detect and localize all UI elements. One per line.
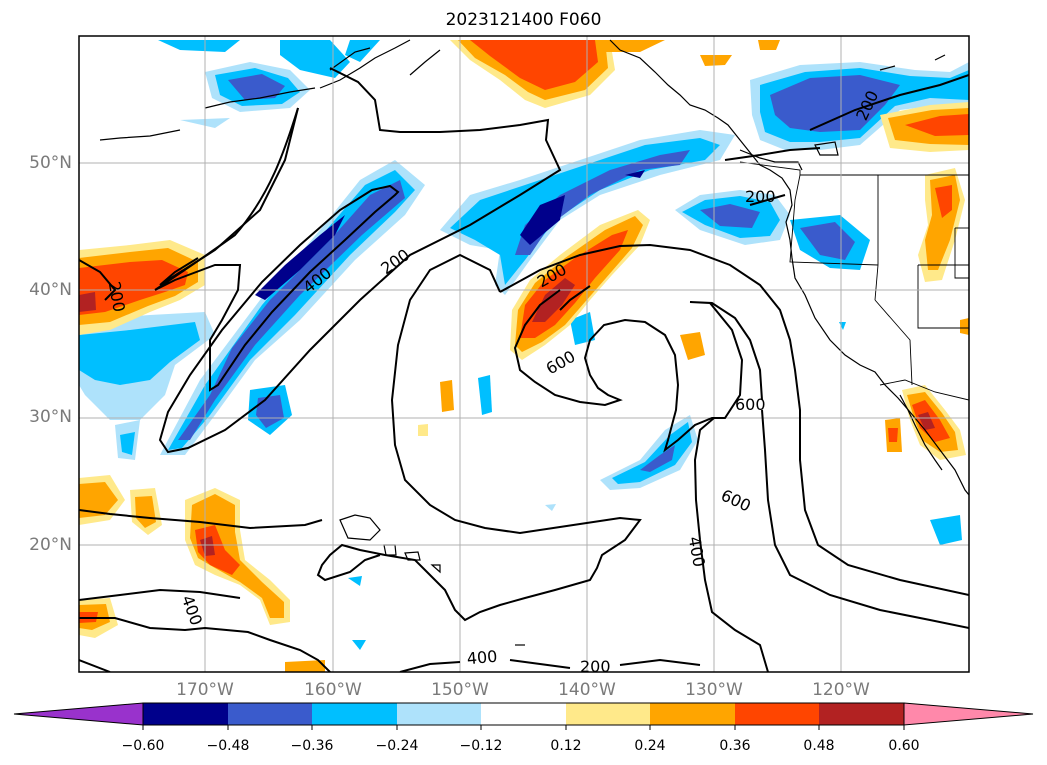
contour-label: 600: [735, 395, 766, 414]
colorbar-tick-label: −0.12: [459, 738, 503, 754]
colorbar-tick-label: 0.60: [888, 738, 920, 754]
contour-label: 400: [466, 647, 498, 669]
lon-label: 120°W: [812, 680, 870, 700]
lon-label: 170°W: [176, 680, 234, 700]
lon-label: 140°W: [558, 680, 616, 700]
colorbar-bin: [735, 703, 819, 725]
colorbar-tick-label: −0.60: [121, 738, 165, 754]
colorbar: [13, 702, 1034, 730]
colorbar-bin: [143, 703, 228, 725]
borders: [739, 161, 969, 401]
colorbar-tick-label: −0.48: [206, 738, 250, 754]
colorbar-max-extend: [903, 702, 1034, 726]
positive-anomaly-areas: [79, 40, 969, 672]
lon-label: 160°W: [304, 680, 362, 700]
map-content: 200 400 200 200 600 600 600 400 400 400 …: [79, 36, 969, 676]
colorbar-bin: [228, 703, 312, 725]
lat-label: 50°N: [29, 153, 72, 173]
map-title: 2023121400 F060: [445, 10, 602, 30]
colorbar-min-extend: [13, 702, 144, 726]
colorbar-bin: [312, 703, 397, 725]
colorbar-bin: [566, 703, 650, 725]
lon-label: 130°W: [685, 680, 743, 700]
colorbar-tick-label: 0.36: [719, 738, 751, 754]
gridlines: [79, 36, 969, 672]
lat-label: 40°N: [29, 280, 72, 300]
colorbar-bin: [650, 703, 735, 725]
contour-lines: [79, 67, 969, 672]
colorbar-tick-label: 0.48: [803, 738, 835, 754]
colorbar-tick-label: −0.36: [290, 738, 334, 754]
colorbar-tick-label: 0.12: [550, 738, 582, 754]
map-frame: [78, 35, 970, 673]
lat-label: 20°N: [29, 535, 72, 555]
colorbar-tick-label: −0.24: [375, 738, 419, 754]
colorbar-bin: [819, 703, 904, 725]
colorbar-bin: [481, 703, 566, 725]
coastlines: [99, 39, 969, 646]
negative-anomaly-areas: [79, 40, 969, 650]
colorbar-frame: [142, 702, 905, 726]
colorbar-tick-label: 0.24: [634, 738, 666, 754]
lon-label: 150°W: [431, 680, 489, 700]
contour-label: 200: [580, 657, 611, 676]
colorbar-bin: [397, 703, 481, 725]
contour-label: 200: [745, 187, 776, 206]
lat-label: 30°N: [29, 407, 72, 427]
